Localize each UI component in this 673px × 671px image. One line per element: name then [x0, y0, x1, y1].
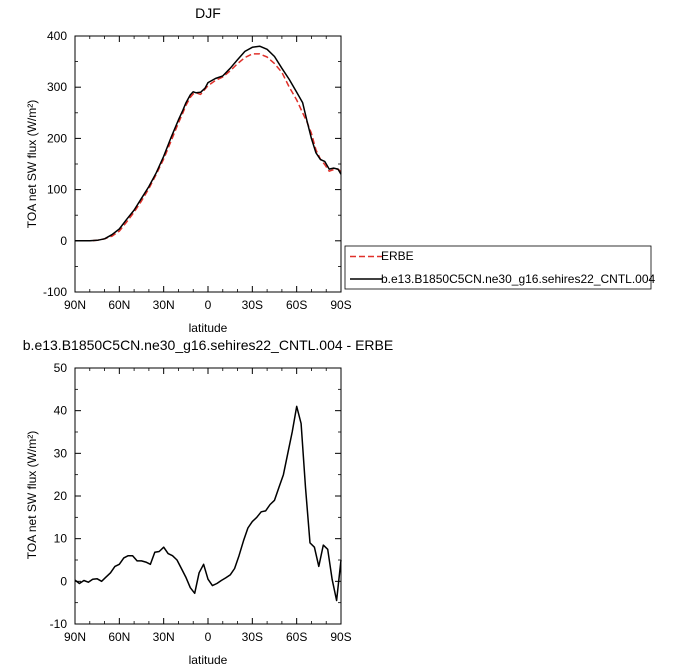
y-tick-label: 0: [60, 574, 67, 588]
bottom-y-ticks: -10 0 10 20 30 40 50: [50, 361, 341, 631]
top-y-axis-label: TOA net SW flux (W/m²): [25, 100, 39, 228]
top-series-lines: [75, 45, 342, 242]
bottom-plot-frame: [74, 367, 342, 625]
y-tick-label: 40: [54, 404, 68, 418]
x-tick-label: 60N: [108, 298, 130, 312]
x-tick-label: 0: [205, 298, 212, 312]
difference-line: [74, 405, 342, 602]
top-x-ticks: 90N 60N 30N 0 30S 60S 90S: [64, 36, 352, 312]
bottom-series-lines: [74, 405, 342, 602]
x-tick-label: 90S: [330, 298, 351, 312]
y-tick-label: 100: [47, 183, 67, 197]
x-tick-label: 90N: [64, 298, 86, 312]
y-tick-label: 400: [47, 29, 67, 43]
y-tick-label: 300: [47, 80, 67, 94]
x-tick-label: 30S: [242, 630, 263, 644]
y-tick-label: -10: [50, 617, 68, 631]
bottom-panel: b.e13.B1850C5CN.ne30_g16.sehires22_CNTL.…: [23, 337, 393, 667]
x-tick-label: 30N: [153, 298, 175, 312]
x-tick-label: 60S: [286, 298, 307, 312]
y-tick-label: 200: [47, 131, 67, 145]
bottom-x-ticks: 90N 60N 30N 0 30S 60S 90S: [64, 368, 352, 644]
legend-label-cntl: b.e13.B1850C5CN.ne30_g16.sehires22_CNTL.…: [381, 272, 656, 286]
y-tick-label: 0: [60, 234, 67, 248]
bottom-y-axis-label: TOA net SW flux (W/m²): [25, 431, 39, 559]
top-x-axis-label: latitude: [189, 321, 228, 335]
legend-box: [344, 245, 652, 290]
x-tick-label: 90N: [64, 630, 86, 644]
bottom-x-axis-label: latitude: [189, 653, 228, 667]
x-tick-label: 60S: [286, 630, 307, 644]
y-tick-label: 10: [54, 532, 68, 546]
x-tick-label: 30N: [153, 630, 175, 644]
top-panel: DJF TOA net SW flux (W/m²) latitude -100…: [25, 5, 656, 335]
top-y-ticks: -100 0 100 200 300 400: [43, 29, 341, 299]
legend-label-erbe: ERBE: [381, 249, 414, 263]
x-tick-label: 60N: [108, 630, 130, 644]
y-tick-label: 20: [54, 489, 68, 503]
y-tick-label: -100: [43, 285, 67, 299]
y-tick-label: 50: [54, 361, 68, 375]
legend: ERBE b.e13.B1850C5CN.ne30_g16.sehires22_…: [344, 245, 656, 290]
bottom-chart-title: b.e13.B1850C5CN.ne30_g16.sehires22_CNTL.…: [23, 337, 393, 353]
series-line-cntl: [75, 45, 342, 242]
x-tick-label: 30S: [242, 298, 263, 312]
x-tick-label: 0: [205, 630, 212, 644]
y-tick-label: 30: [54, 446, 68, 460]
top-chart-title: DJF: [195, 5, 221, 21]
x-tick-label: 90S: [330, 630, 351, 644]
top-plot-frame: [74, 35, 342, 293]
